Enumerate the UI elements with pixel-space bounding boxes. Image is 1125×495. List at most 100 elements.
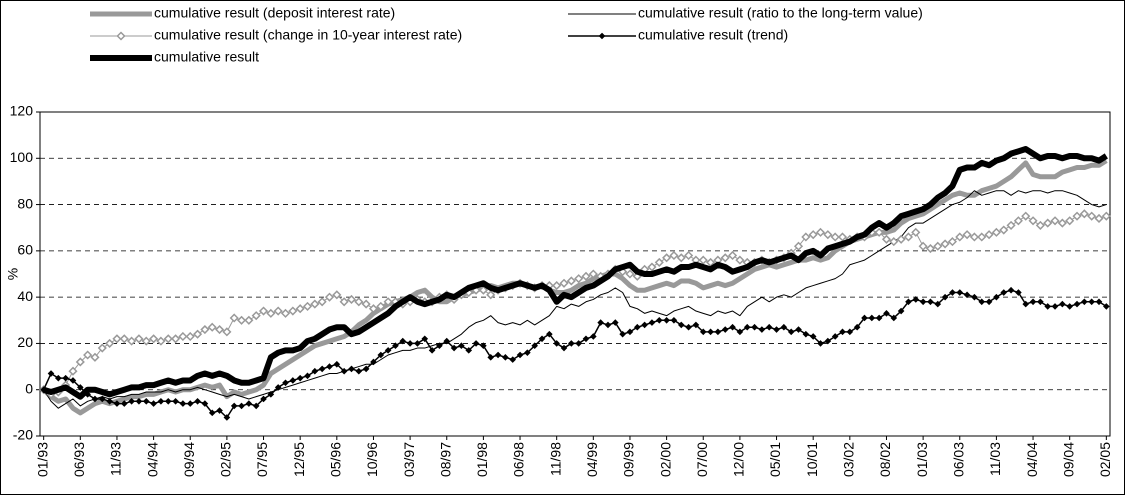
marker xyxy=(421,335,429,343)
marker xyxy=(692,321,700,329)
marker xyxy=(163,334,173,344)
marker xyxy=(830,232,840,242)
marker xyxy=(106,397,113,405)
marker xyxy=(793,241,804,251)
marker xyxy=(317,297,327,307)
marker xyxy=(238,402,245,410)
marker xyxy=(612,319,619,326)
marker xyxy=(531,342,538,350)
marker xyxy=(765,323,773,331)
marker xyxy=(625,269,635,279)
marker xyxy=(1006,220,1016,230)
x-tick-label: 06/03 xyxy=(950,442,966,477)
marker xyxy=(201,400,209,407)
marker xyxy=(62,374,69,382)
marker xyxy=(524,349,531,356)
legend-label: cumulative result (ratio to the long-ter… xyxy=(638,5,923,21)
x-tick-label: 02/00 xyxy=(657,442,673,477)
marker xyxy=(1050,216,1060,226)
marker xyxy=(150,400,157,407)
marker xyxy=(1029,298,1037,306)
marker xyxy=(355,367,363,375)
marker xyxy=(598,32,606,40)
marker xyxy=(552,281,562,291)
legend-label: cumulative result (change in 10-year int… xyxy=(154,27,462,43)
series-line xyxy=(42,146,1108,400)
marker xyxy=(728,250,738,261)
marker xyxy=(318,365,326,373)
marker xyxy=(684,250,694,261)
marker xyxy=(282,379,289,387)
x-tick-label: 06/98 xyxy=(511,442,527,477)
marker xyxy=(260,395,267,403)
marker xyxy=(868,314,876,322)
y-tick-label: 40 xyxy=(17,288,33,304)
marker xyxy=(296,374,304,382)
legend-item: cumulative result xyxy=(90,49,259,65)
marker xyxy=(962,230,972,240)
plot-frame xyxy=(39,111,1111,437)
marker xyxy=(97,343,107,353)
marker xyxy=(736,328,744,336)
marker xyxy=(384,347,392,354)
marker xyxy=(194,397,201,405)
x-tick-label: 11/03 xyxy=(987,442,1003,476)
marker xyxy=(590,333,597,340)
marker xyxy=(889,237,899,247)
marker xyxy=(773,326,780,333)
x-tick-label: 02/95 xyxy=(218,442,234,477)
marker xyxy=(662,253,672,263)
marker xyxy=(655,316,663,324)
marker xyxy=(971,293,978,301)
marker xyxy=(251,311,261,321)
marker xyxy=(105,338,115,348)
marker xyxy=(516,351,524,359)
marker xyxy=(207,322,217,332)
marker xyxy=(941,293,949,301)
series xyxy=(41,158,1108,416)
marker xyxy=(149,334,159,344)
x-tick-label: 01/03 xyxy=(914,442,930,477)
marker xyxy=(824,337,832,345)
marker xyxy=(881,234,892,244)
marker xyxy=(1094,213,1104,224)
marker xyxy=(354,297,364,307)
legend-item: cumulative result (deposit interest rate… xyxy=(90,5,395,21)
marker xyxy=(560,344,568,352)
marker xyxy=(392,342,399,350)
marker xyxy=(1101,211,1111,221)
y-axis-label: % xyxy=(5,268,21,280)
marker xyxy=(669,250,679,261)
x-tick-label: 04/04 xyxy=(1024,442,1040,477)
marker xyxy=(280,308,291,318)
x-tick-label: 03/02 xyxy=(841,442,857,477)
marker xyxy=(903,232,914,242)
marker xyxy=(604,321,612,329)
marker xyxy=(55,374,62,382)
x-tick-label: 11/98 xyxy=(547,442,563,476)
marker xyxy=(1066,303,1073,310)
marker xyxy=(216,407,223,414)
marker xyxy=(502,354,509,361)
marker xyxy=(955,232,965,242)
marker xyxy=(743,323,751,331)
marker xyxy=(119,334,129,344)
marker xyxy=(582,335,590,343)
marker xyxy=(185,331,195,342)
marker xyxy=(890,314,898,322)
marker xyxy=(200,324,210,335)
legend-item: cumulative result (ratio to the long-ter… xyxy=(568,5,923,21)
x-tick-label: 09/04 xyxy=(1060,442,1076,477)
marker xyxy=(808,230,818,240)
marker xyxy=(802,330,810,338)
marker xyxy=(252,402,260,410)
marker xyxy=(302,301,313,311)
marker xyxy=(332,290,342,300)
marker xyxy=(172,397,179,405)
marker xyxy=(120,400,128,407)
marker xyxy=(647,262,657,272)
x-tick-label: 06/93 xyxy=(71,442,87,477)
marker xyxy=(310,299,320,309)
y-tick-label: -20 xyxy=(13,427,33,443)
marker xyxy=(480,342,487,350)
